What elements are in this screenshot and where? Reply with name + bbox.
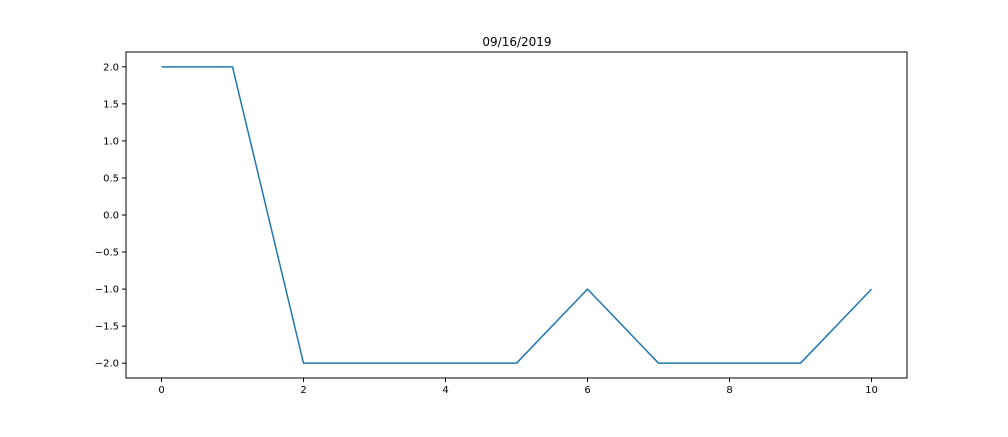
y-tick-label: −0.5: [95, 248, 119, 259]
y-tick-label: −1.5: [95, 322, 119, 333]
series-layer: [161, 66, 873, 364]
y-tick-label: 1.5: [103, 99, 119, 110]
x-tick-label: 8: [726, 385, 732, 396]
series-line: [161, 66, 873, 364]
y-tick-label: −2.0: [95, 359, 119, 370]
x-tick-label: 4: [442, 385, 448, 396]
y-tick-label: 2.0: [103, 62, 119, 73]
chart-title: 09/16/2019: [482, 35, 551, 49]
x-tick-label: 0: [158, 385, 164, 396]
x-tick-label: 10: [865, 385, 878, 396]
plot-frame: [125, 51, 908, 379]
x-tick-label: 2: [300, 385, 306, 396]
y-tick-label: 1.0: [103, 136, 119, 147]
y-tick-label: −1.0: [95, 285, 119, 296]
x-tick-label: 6: [584, 385, 590, 396]
axes: 0 2 4 6 8 10 2.0 1.5 1.0 0.5 0.0 −0.5 −1.0 −1.5 −2.0: [95, 51, 908, 396]
y-tick-label: 0.0: [103, 211, 119, 222]
y-tick-label: 0.5: [103, 173, 119, 184]
